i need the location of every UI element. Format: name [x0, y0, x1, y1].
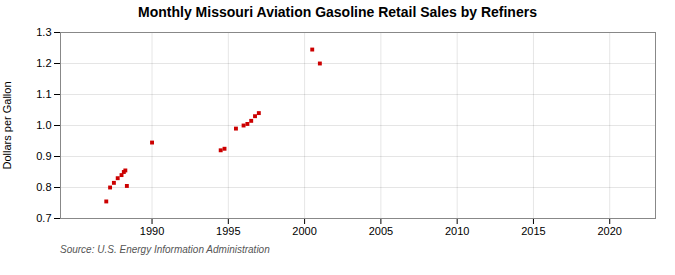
svg-text:1.0: 1.0 — [36, 119, 51, 131]
svg-text:2000: 2000 — [292, 225, 316, 237]
svg-text:1.1: 1.1 — [36, 88, 51, 100]
html-text:Source: U.S. Energy Informatio: Source: U.S. Energy Information Administ… — [60, 244, 270, 255]
svg-text:2005: 2005 — [369, 225, 393, 237]
html-text:Monthly Missouri Aviation Gaso: Monthly Missouri Aviation Gasoline Retai… — [138, 4, 537, 20]
svg-text:Dollars per Gallon: Dollars per Gallon — [1, 81, 13, 169]
svg-text:1.2: 1.2 — [36, 57, 51, 69]
svg-text:1.3: 1.3 — [36, 26, 51, 38]
svg-text:1995: 1995 — [216, 225, 240, 237]
svg-text:2015: 2015 — [521, 225, 545, 237]
svg-text:2020: 2020 — [597, 225, 621, 237]
svg-text:0.8: 0.8 — [36, 181, 51, 193]
svg-text:0.7: 0.7 — [36, 212, 51, 224]
svg-text:2010: 2010 — [445, 225, 469, 237]
svg-text:0.9: 0.9 — [36, 150, 51, 162]
svg-text:1990: 1990 — [140, 225, 164, 237]
